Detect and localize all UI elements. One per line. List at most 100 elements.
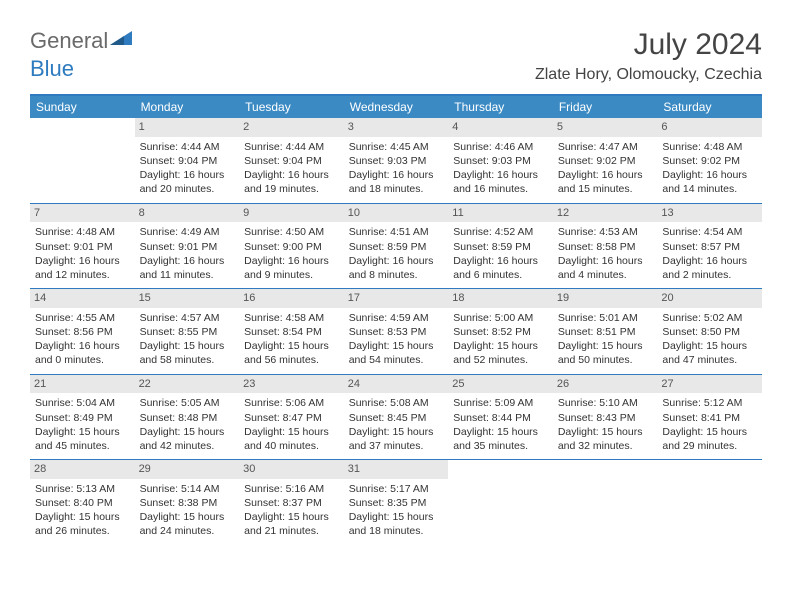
sunset-text: Sunset: 8:56 PM <box>35 325 130 339</box>
sunset-text: Sunset: 9:03 PM <box>349 154 444 168</box>
sunset-text: Sunset: 8:48 PM <box>140 411 235 425</box>
sunset-text: Sunset: 8:55 PM <box>140 325 235 339</box>
day-number: 18 <box>448 289 553 308</box>
sunset-text: Sunset: 8:59 PM <box>349 240 444 254</box>
logo-triangle-icon <box>110 31 132 45</box>
calendar-cell: 5Sunrise: 4:47 AMSunset: 9:02 PMDaylight… <box>553 118 658 203</box>
sunset-text: Sunset: 8:40 PM <box>35 496 130 510</box>
sunset-text: Sunset: 8:57 PM <box>662 240 757 254</box>
day-number: 15 <box>135 289 240 308</box>
sunrise-text: Sunrise: 5:04 AM <box>35 396 130 410</box>
daylight2-text: and 52 minutes. <box>453 353 548 367</box>
daylight2-text: and 11 minutes. <box>140 268 235 282</box>
sunset-text: Sunset: 9:02 PM <box>662 154 757 168</box>
sunset-text: Sunset: 9:00 PM <box>244 240 339 254</box>
sunset-text: Sunset: 9:04 PM <box>244 154 339 168</box>
day-number: 31 <box>344 460 449 479</box>
calendar-cell: 23Sunrise: 5:06 AMSunset: 8:47 PMDayligh… <box>239 375 344 460</box>
daylight1-text: Daylight: 15 hours <box>244 510 339 524</box>
sunrise-text: Sunrise: 4:59 AM <box>349 311 444 325</box>
daylight1-text: Daylight: 16 hours <box>662 168 757 182</box>
calendar-cell <box>657 460 762 545</box>
sunrise-text: Sunrise: 5:05 AM <box>140 396 235 410</box>
daylight2-text: and 12 minutes. <box>35 268 130 282</box>
calendar-week: 7Sunrise: 4:48 AMSunset: 9:01 PMDaylight… <box>30 203 762 289</box>
daylight2-text: and 18 minutes. <box>349 182 444 196</box>
sunset-text: Sunset: 8:44 PM <box>453 411 548 425</box>
sunrise-text: Sunrise: 4:55 AM <box>35 311 130 325</box>
daylight1-text: Daylight: 15 hours <box>349 425 444 439</box>
sunset-text: Sunset: 8:35 PM <box>349 496 444 510</box>
sunset-text: Sunset: 9:01 PM <box>35 240 130 254</box>
calendar-week: 28Sunrise: 5:13 AMSunset: 8:40 PMDayligh… <box>30 459 762 545</box>
day-number: 10 <box>344 204 449 223</box>
calendar-page: General July 2024 Zlate Hory, Olomoucky,… <box>0 0 792 545</box>
calendar-cell: 25Sunrise: 5:09 AMSunset: 8:44 PMDayligh… <box>448 375 553 460</box>
daylight2-text: and 18 minutes. <box>349 524 444 538</box>
daylight1-text: Daylight: 16 hours <box>349 168 444 182</box>
sunrise-text: Sunrise: 4:44 AM <box>140 140 235 154</box>
sunrise-text: Sunrise: 4:48 AM <box>35 225 130 239</box>
weekday-header-row: SundayMondayTuesdayWednesdayThursdayFrid… <box>30 96 762 118</box>
calendar-cell: 16Sunrise: 4:58 AMSunset: 8:54 PMDayligh… <box>239 289 344 374</box>
sunrise-text: Sunrise: 5:02 AM <box>662 311 757 325</box>
daylight1-text: Daylight: 15 hours <box>453 339 548 353</box>
daylight2-text: and 40 minutes. <box>244 439 339 453</box>
daylight1-text: Daylight: 16 hours <box>244 254 339 268</box>
sunset-text: Sunset: 8:50 PM <box>662 325 757 339</box>
sunset-text: Sunset: 8:37 PM <box>244 496 339 510</box>
daylight1-text: Daylight: 15 hours <box>35 510 130 524</box>
day-number: 3 <box>344 118 449 137</box>
sunset-text: Sunset: 8:51 PM <box>558 325 653 339</box>
calendar-cell <box>553 460 658 545</box>
daylight2-text: and 29 minutes. <box>662 439 757 453</box>
daylight2-text: and 16 minutes. <box>453 182 548 196</box>
calendar-cell: 10Sunrise: 4:51 AMSunset: 8:59 PMDayligh… <box>344 204 449 289</box>
sunrise-text: Sunrise: 5:12 AM <box>662 396 757 410</box>
daylight2-text: and 20 minutes. <box>140 182 235 196</box>
sunrise-text: Sunrise: 4:47 AM <box>558 140 653 154</box>
day-number: 26 <box>553 375 658 394</box>
sunset-text: Sunset: 8:53 PM <box>349 325 444 339</box>
logo-text-1: General <box>30 28 108 54</box>
calendar-cell: 15Sunrise: 4:57 AMSunset: 8:55 PMDayligh… <box>135 289 240 374</box>
calendar-cell: 3 Sunrise: 4:45 AMSunset: 9:03 PMDaylight… <box>344 118 449 203</box>
logo-line2: Blue <box>30 56 74 82</box>
daylight1-text: Daylight: 15 hours <box>140 510 235 524</box>
sunrise-text: Sunrise: 4:54 AM <box>662 225 757 239</box>
calendar-cell: 20Sunrise: 5:02 AMSunset: 8:50 PMDayligh… <box>657 289 762 374</box>
weekday-header: Saturday <box>657 96 762 118</box>
calendar-cell: 2Sunrise: 4:44 AMSunset: 9:04 PMDaylight… <box>239 118 344 203</box>
daylight1-text: Daylight: 16 hours <box>453 168 548 182</box>
sunset-text: Sunset: 8:43 PM <box>558 411 653 425</box>
daylight2-text: and 54 minutes. <box>349 353 444 367</box>
sunrise-text: Sunrise: 5:00 AM <box>453 311 548 325</box>
daylight1-text: Daylight: 15 hours <box>244 339 339 353</box>
daylight1-text: Daylight: 15 hours <box>662 425 757 439</box>
daylight1-text: Daylight: 16 hours <box>558 168 653 182</box>
day-number: 23 <box>239 375 344 394</box>
sunrise-text: Sunrise: 5:16 AM <box>244 482 339 496</box>
sunrise-text: Sunrise: 4:44 AM <box>244 140 339 154</box>
sunrise-text: Sunrise: 5:13 AM <box>35 482 130 496</box>
sunrise-text: Sunrise: 4:58 AM <box>244 311 339 325</box>
daylight1-text: Daylight: 15 hours <box>349 510 444 524</box>
calendar-cell: 6Sunrise: 4:48 AMSunset: 9:02 PMDaylight… <box>657 118 762 203</box>
weekday-header: Monday <box>135 96 240 118</box>
sunrise-text: Sunrise: 4:48 AM <box>662 140 757 154</box>
daylight2-text: and 24 minutes. <box>140 524 235 538</box>
daylight2-text: and 6 minutes. <box>453 268 548 282</box>
title-block: July 2024 Zlate Hory, Olomoucky, Czechia <box>535 28 762 84</box>
calendar-cell: 19Sunrise: 5:01 AMSunset: 8:51 PMDayligh… <box>553 289 658 374</box>
daylight2-text: and 32 minutes. <box>558 439 653 453</box>
sunset-text: Sunset: 8:38 PM <box>140 496 235 510</box>
daylight1-text: Daylight: 15 hours <box>453 425 548 439</box>
sunrise-text: Sunrise: 4:46 AM <box>453 140 548 154</box>
sunset-text: Sunset: 9:01 PM <box>140 240 235 254</box>
day-number: 29 <box>135 460 240 479</box>
day-number: 8 <box>135 204 240 223</box>
day-number: 27 <box>657 375 762 394</box>
sunrise-text: Sunrise: 4:45 AM <box>349 140 444 154</box>
daylight1-text: Daylight: 15 hours <box>558 425 653 439</box>
logo: General <box>30 28 132 54</box>
